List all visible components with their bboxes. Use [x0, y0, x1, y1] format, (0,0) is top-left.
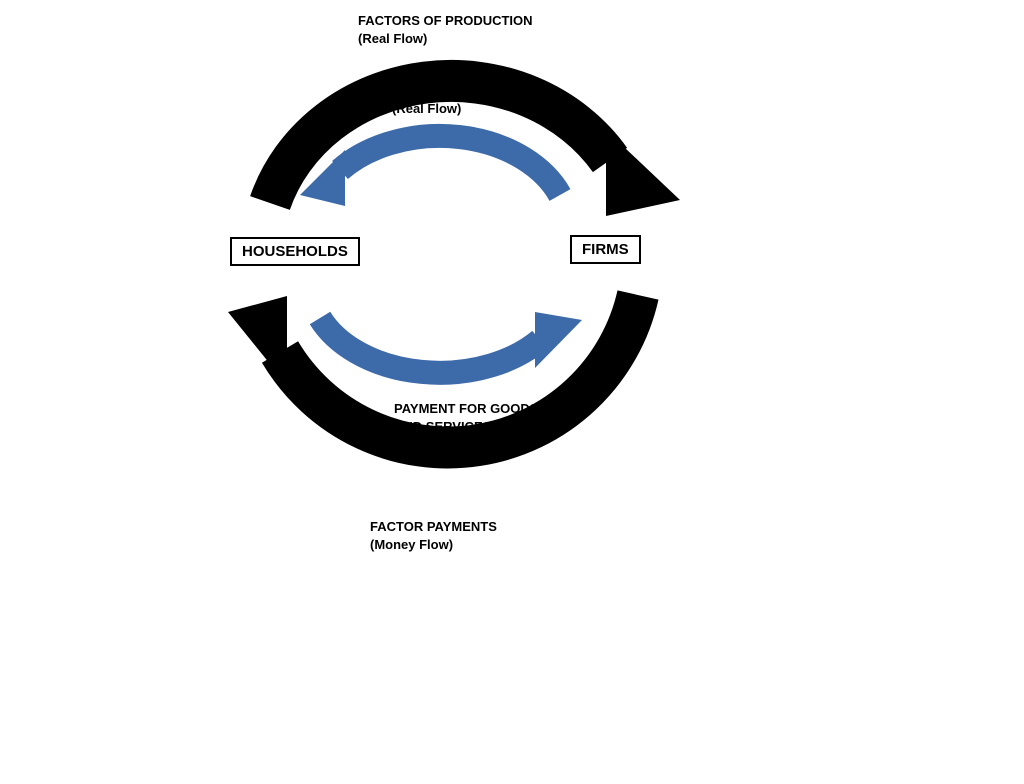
label-line: (Money Flow) [370, 536, 497, 554]
label-line: PAYMENT FOR GOODS [394, 400, 538, 418]
factors-of-production-label: FACTORS OF PRODUCTION (Real Flow) [358, 12, 533, 47]
label-line: FACTORS OF PRODUCTION [358, 12, 533, 30]
factor-payments-label: FACTOR PAYMENTS (Money Flow) [370, 518, 497, 553]
label-line: AND SERVICES [394, 418, 538, 436]
label-line: GOODS AND SERVICES [392, 82, 541, 100]
label-line: (Money Flow) [394, 435, 538, 453]
payment-for-goods-label: PAYMENT FOR GOODS AND SERVICES (Money Fl… [394, 400, 538, 453]
label-line: FACTOR PAYMENTS [370, 518, 497, 536]
label-line: (Real Flow) [392, 100, 541, 118]
circular-flow-diagram: HOUSEHOLDS FIRMS FACTORS OF PRODUCTION (… [0, 0, 1024, 784]
goods-and-services-label: GOODS AND SERVICES (Real Flow) [392, 82, 541, 117]
firms-label: FIRMS [582, 241, 629, 258]
households-node: HOUSEHOLDS [230, 237, 360, 266]
outer-bottom-arrow [0, 0, 1024, 784]
firms-node: FIRMS [570, 235, 641, 264]
label-line: (Real Flow) [358, 30, 533, 48]
households-label: HOUSEHOLDS [242, 243, 348, 260]
